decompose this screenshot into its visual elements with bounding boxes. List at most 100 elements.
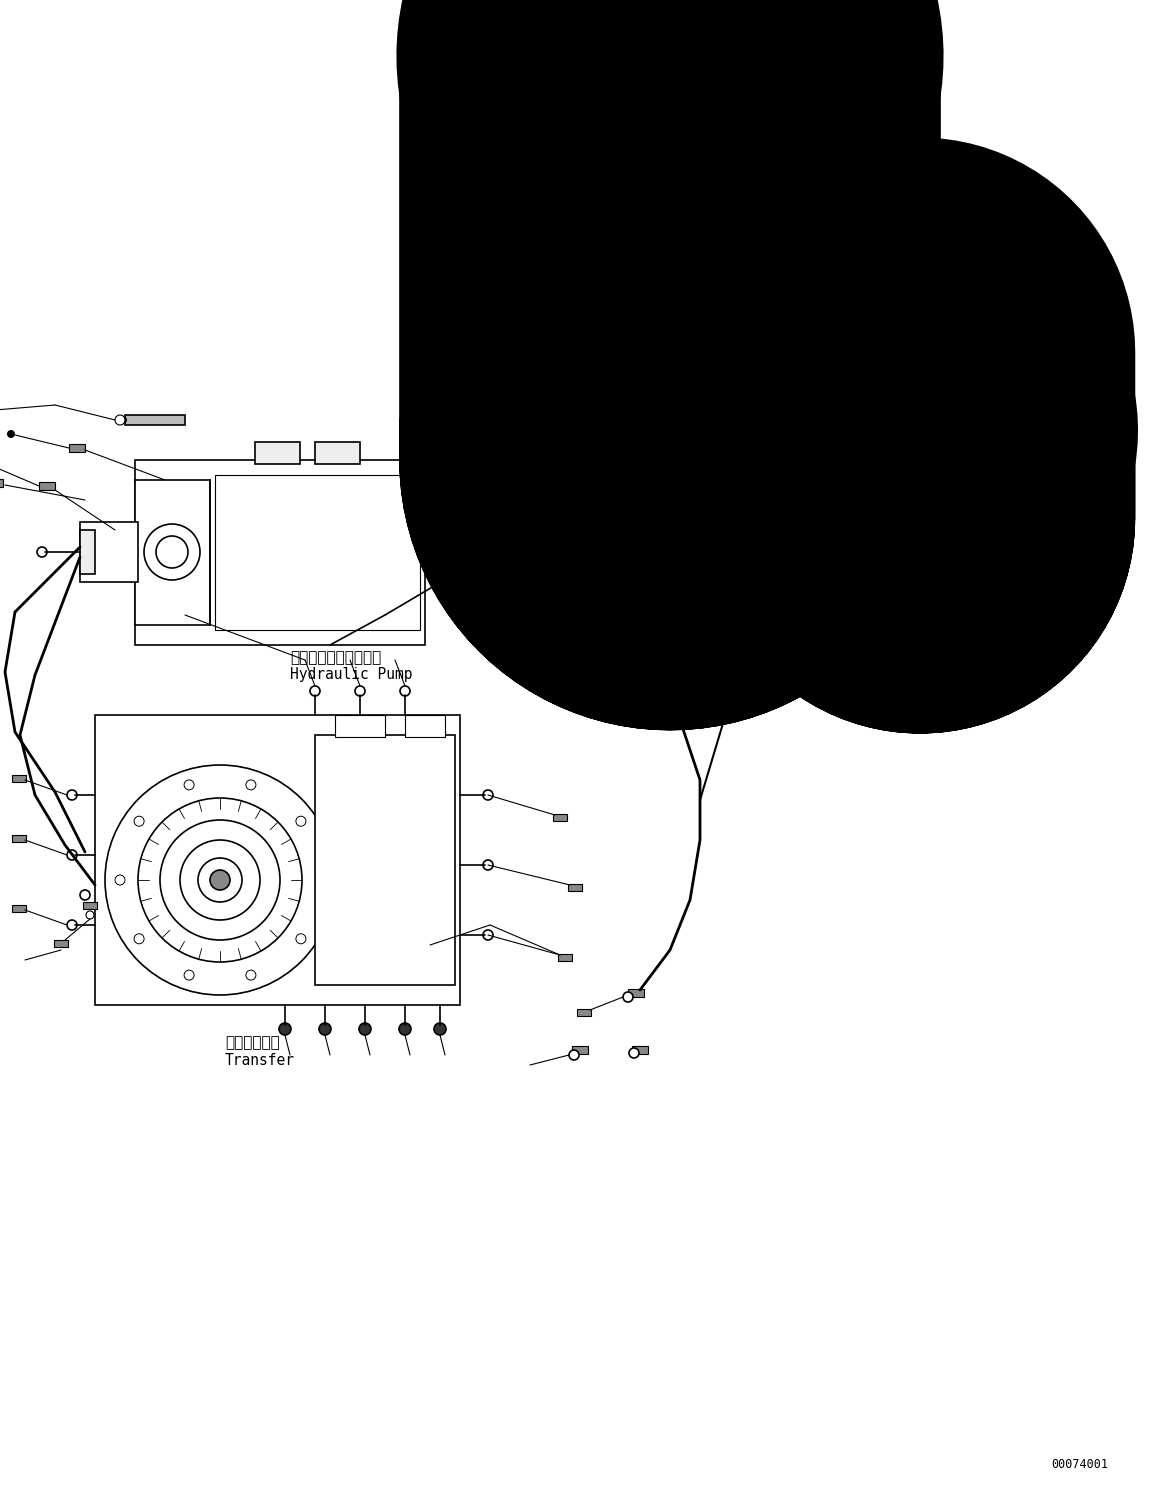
Circle shape bbox=[556, 161, 565, 172]
Circle shape bbox=[483, 859, 493, 870]
Bar bbox=[632, 1046, 648, 1053]
Circle shape bbox=[400, 686, 410, 695]
Circle shape bbox=[802, 87, 827, 110]
Circle shape bbox=[581, 93, 591, 101]
Circle shape bbox=[119, 416, 127, 424]
Circle shape bbox=[134, 934, 144, 944]
Circle shape bbox=[67, 789, 77, 800]
Bar bbox=[785, 170, 856, 225]
Circle shape bbox=[630, 1047, 639, 1058]
Circle shape bbox=[587, 119, 643, 175]
Circle shape bbox=[857, 533, 877, 552]
Bar bbox=[572, 1046, 588, 1053]
Text: HSTポンプ: HSTポンプ bbox=[630, 31, 688, 48]
Bar bbox=[695, 70, 775, 125]
Circle shape bbox=[865, 266, 886, 285]
Bar bbox=[80, 522, 138, 582]
Circle shape bbox=[655, 179, 664, 189]
Circle shape bbox=[768, 518, 778, 528]
Circle shape bbox=[603, 134, 627, 160]
Bar bbox=[558, 953, 572, 961]
Circle shape bbox=[620, 198, 630, 209]
Text: トランスファ: トランスファ bbox=[225, 1035, 280, 1050]
Circle shape bbox=[67, 921, 77, 930]
Bar bbox=[405, 715, 445, 737]
Circle shape bbox=[160, 821, 280, 940]
Circle shape bbox=[733, 266, 747, 280]
Circle shape bbox=[688, 461, 702, 474]
Circle shape bbox=[7, 430, 15, 439]
Circle shape bbox=[483, 789, 493, 800]
Circle shape bbox=[620, 85, 630, 95]
Text: Hydraulic Pump: Hydraulic Pump bbox=[291, 667, 413, 682]
Circle shape bbox=[138, 798, 302, 962]
Circle shape bbox=[399, 1024, 410, 1035]
Circle shape bbox=[156, 536, 188, 568]
Bar bbox=[135, 480, 210, 625]
Circle shape bbox=[246, 780, 256, 789]
Circle shape bbox=[105, 765, 336, 995]
Bar bbox=[553, 815, 567, 821]
Bar bbox=[336, 715, 385, 737]
Circle shape bbox=[434, 1024, 446, 1035]
Bar bbox=[790, 254, 811, 266]
Bar bbox=[660, 260, 680, 272]
Bar bbox=[568, 883, 582, 891]
Circle shape bbox=[545, 78, 685, 216]
Circle shape bbox=[502, 309, 508, 316]
Circle shape bbox=[864, 260, 880, 276]
Bar bbox=[576, 1009, 591, 1016]
Circle shape bbox=[568, 1050, 579, 1059]
Circle shape bbox=[359, 1024, 371, 1035]
Circle shape bbox=[684, 467, 706, 489]
Bar bbox=[859, 577, 875, 586]
Circle shape bbox=[695, 431, 704, 442]
Circle shape bbox=[581, 192, 591, 203]
Bar bbox=[610, 609, 624, 616]
Circle shape bbox=[793, 264, 807, 278]
Bar bbox=[135, 460, 425, 645]
Circle shape bbox=[296, 934, 306, 944]
Bar bbox=[671, 489, 719, 589]
Circle shape bbox=[144, 524, 199, 580]
Circle shape bbox=[80, 891, 90, 900]
Circle shape bbox=[115, 874, 125, 885]
Circle shape bbox=[556, 122, 565, 133]
Bar bbox=[69, 445, 85, 452]
Circle shape bbox=[184, 970, 194, 980]
Bar bbox=[773, 489, 787, 495]
Circle shape bbox=[623, 992, 633, 1003]
Circle shape bbox=[713, 81, 748, 116]
Bar bbox=[54, 940, 68, 947]
Bar bbox=[12, 836, 27, 841]
Bar bbox=[315, 736, 455, 985]
Bar bbox=[628, 989, 645, 997]
Circle shape bbox=[134, 816, 144, 827]
Bar bbox=[12, 774, 27, 782]
Circle shape bbox=[67, 850, 77, 859]
Circle shape bbox=[663, 272, 677, 285]
Circle shape bbox=[279, 1024, 291, 1035]
Bar bbox=[125, 415, 184, 425]
Bar bbox=[39, 482, 55, 489]
Circle shape bbox=[802, 185, 827, 209]
Text: 00074001: 00074001 bbox=[1052, 1459, 1108, 1471]
Circle shape bbox=[570, 101, 660, 192]
Circle shape bbox=[310, 686, 321, 695]
Text: HST Pump: HST Pump bbox=[630, 51, 700, 66]
Bar bbox=[695, 170, 775, 225]
Circle shape bbox=[713, 179, 748, 215]
Bar bbox=[95, 715, 460, 1006]
Text: Transfer: Transfer bbox=[225, 1053, 295, 1068]
Circle shape bbox=[37, 548, 47, 557]
Circle shape bbox=[655, 104, 664, 115]
Circle shape bbox=[115, 415, 125, 425]
Bar bbox=[530, 60, 871, 236]
Bar bbox=[214, 474, 420, 630]
Bar bbox=[255, 442, 300, 464]
Bar bbox=[315, 442, 360, 464]
Bar bbox=[487, 283, 503, 291]
Circle shape bbox=[689, 659, 700, 668]
Circle shape bbox=[617, 528, 627, 539]
Circle shape bbox=[246, 970, 256, 980]
